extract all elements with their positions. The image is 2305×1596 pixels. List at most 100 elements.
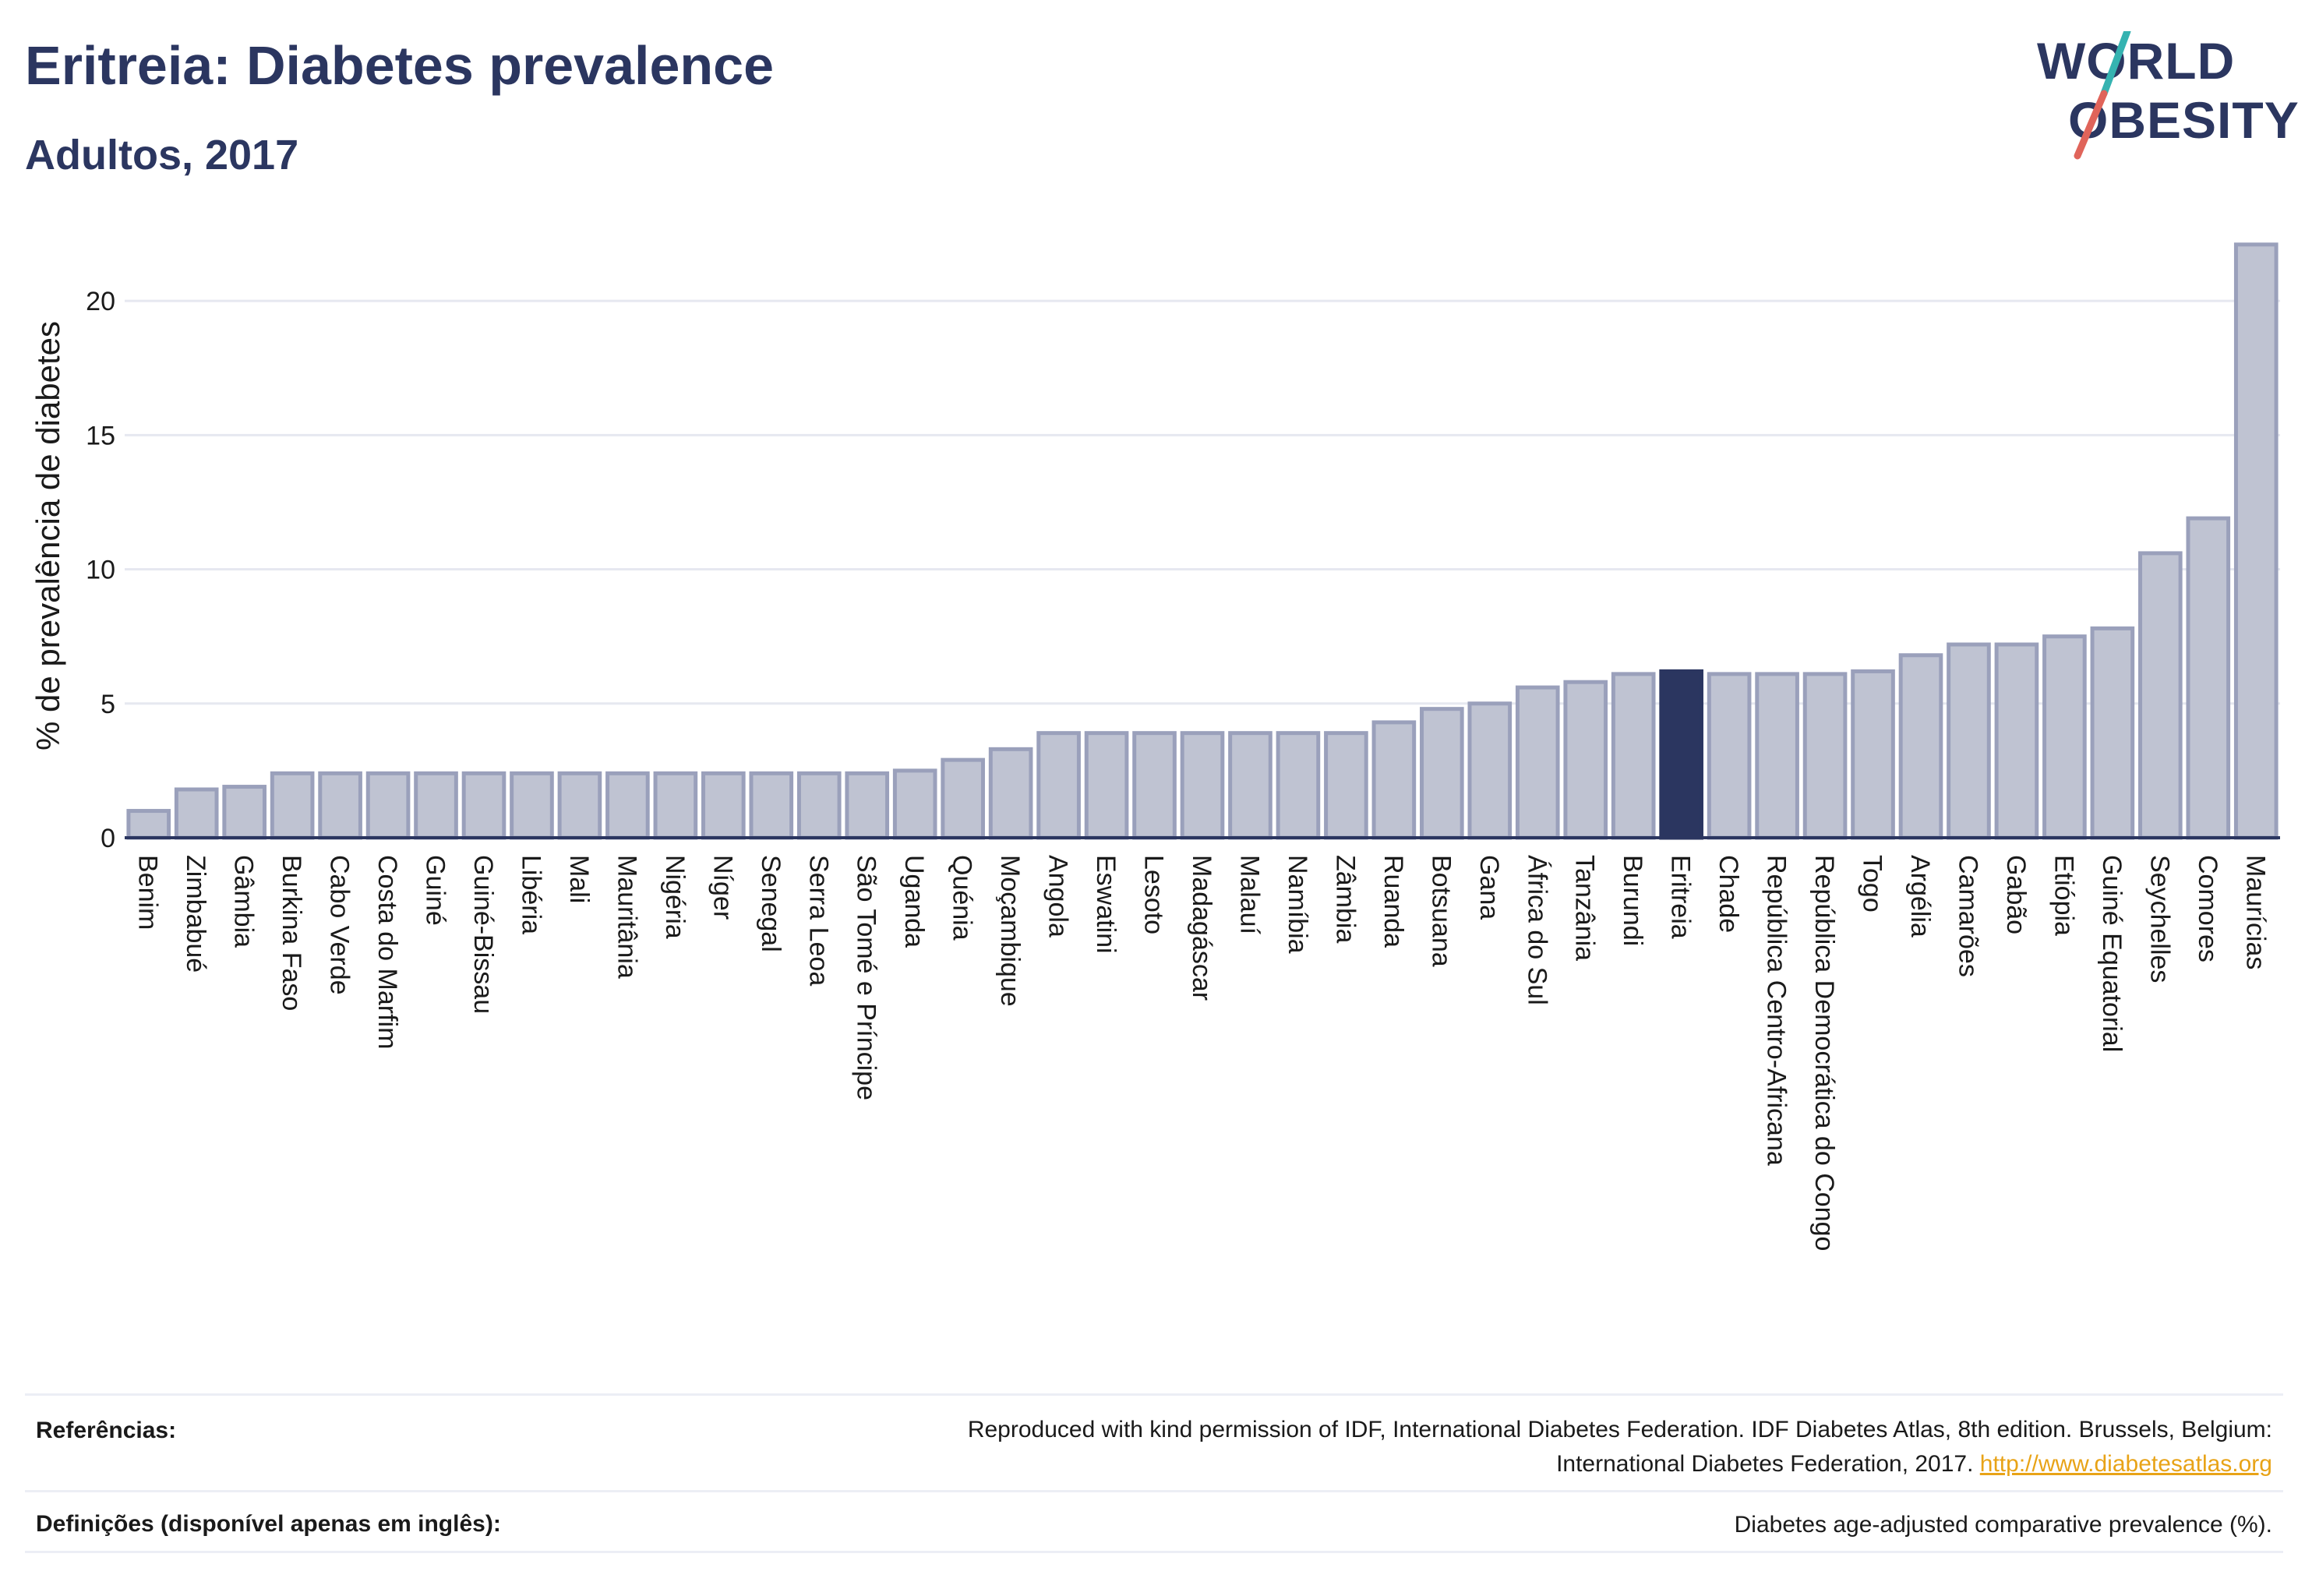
bar [1994, 642, 2039, 840]
x-tick-label: Ruanda [1378, 855, 1408, 948]
bar [414, 771, 458, 840]
logo-slash-icon [2074, 31, 2131, 160]
x-tick-label: Madagáscar [1187, 855, 1216, 1001]
bar [701, 771, 746, 840]
bar [1228, 731, 1273, 840]
x-tick-label: Cabo Verde [325, 855, 355, 995]
bar [845, 771, 890, 840]
x-tick-label: Malauí [1234, 855, 1264, 935]
bar [1180, 731, 1225, 840]
bar [1898, 653, 1943, 840]
diabetes-atlas-link[interactable]: http://www.diabetesatlas.org [1979, 1451, 2272, 1477]
x-tick-label: Benim [133, 855, 163, 930]
x-tick-label: Maurícias [2240, 855, 2270, 969]
references-row: Referências: Reproduced with kind permis… [25, 1393, 2283, 1492]
bar [1947, 642, 1991, 840]
bar [941, 757, 985, 840]
bar-chart: 0 5 10 15 20 Benim Zimbabué Gâmbia Burkina Faso… [30, 242, 2280, 1251]
bar [2186, 516, 2231, 840]
bar-highlighted [1659, 669, 1703, 840]
x-tick-label: Namíbia [1283, 855, 1312, 954]
x-tick-label: República Centro-Africana [1762, 855, 1791, 1166]
y-tick-label: 0 [101, 824, 115, 853]
definitions-label: Definições (disponível apenas em inglês)… [36, 1511, 501, 1537]
bar [1132, 731, 1177, 840]
bar [2090, 626, 2135, 840]
x-tick-label: Eswatini [1091, 855, 1121, 954]
bar [174, 787, 219, 840]
bar [1467, 701, 1513, 840]
bar [318, 771, 362, 840]
bar [270, 771, 315, 840]
x-tick-label: Zimbabué [181, 855, 210, 973]
logo-line-1: WORLD [2037, 32, 2236, 90]
bar [605, 771, 650, 840]
x-tick-label: Camarões [1953, 855, 1982, 977]
x-tick-label: Argélia [1905, 855, 1935, 937]
bar [1420, 707, 1464, 840]
y-tick-label: 10 [86, 556, 115, 585]
bar [1851, 669, 1895, 840]
bar [2042, 634, 2087, 840]
y-tick-label: 5 [101, 690, 115, 719]
x-tick-labels: Benim Zimbabué Gâmbia Burkina Faso Cabo Verd… [133, 855, 2271, 1251]
bar [796, 771, 842, 840]
page-title: Eritreia: Diabetes prevalence [25, 35, 775, 96]
y-tick-labels: 0 5 10 15 20 [86, 287, 115, 853]
x-tick-label: Mauritânia [612, 855, 641, 979]
x-tick-label: República Democrática do Congo [1809, 855, 1839, 1251]
bar [2233, 242, 2279, 840]
references-label: Referências: [36, 1418, 177, 1443]
bars [126, 242, 2279, 840]
x-tick-label: Comores [2193, 855, 2222, 962]
world-obesity-logo: WORLD OBESITY [2034, 31, 2299, 164]
bar [1802, 672, 1848, 840]
x-tick-label: Angola [1043, 855, 1073, 937]
x-tick-label: Tanzânia [1570, 855, 1600, 961]
references-text-line-2-text: International Diabetes Federation, 2017. [1556, 1451, 1974, 1477]
x-tick-label: Burundi [1618, 855, 1647, 946]
y-tick-label: 20 [86, 287, 115, 316]
x-tick-label: Burkina Faso [277, 855, 306, 1011]
x-tick-label: Guiné Equatorial [2097, 855, 2127, 1052]
bar [510, 771, 554, 840]
x-tick-label: Uganda [899, 855, 929, 948]
x-tick-label: África do Sul [1522, 855, 1551, 1005]
bar [1276, 731, 1321, 840]
x-tick-label: Nigéria [660, 855, 690, 939]
x-tick-label: Zâmbia [1330, 855, 1360, 943]
x-tick-label: Seychelles [2144, 855, 2174, 983]
x-tick-label: Togo [1858, 855, 1887, 913]
definitions-row: Definições (disponível apenas em inglês)… [25, 1490, 2283, 1553]
x-tick-label: Eritreia [1666, 855, 1696, 939]
bar [1324, 731, 1368, 840]
x-tick-label: Chade [1714, 855, 1743, 933]
x-tick-label: Moçambique [995, 855, 1025, 1007]
bar [1755, 672, 1799, 840]
bar [1036, 731, 1081, 840]
x-tick-label: Botsuana [1426, 855, 1456, 967]
bar [557, 771, 602, 840]
x-tick-label: Níger [708, 855, 737, 920]
bar [749, 771, 794, 840]
x-tick-label: Costa do Marfim [372, 855, 402, 1049]
bar [892, 768, 937, 840]
definitions-text: Diabetes age-adjusted comparative preval… [1734, 1512, 2272, 1538]
x-tick-label: Libéria [516, 855, 545, 934]
bar [2138, 551, 2183, 840]
x-tick-label: Senegal [756, 855, 785, 952]
y-axis-label: % de prevalência de diabetes [30, 321, 66, 750]
bar [1371, 720, 1417, 840]
bar [126, 809, 171, 840]
x-tick-label: Gâmbia [229, 855, 259, 948]
bar [222, 785, 267, 840]
x-tick-label: Guiné-Bissau [468, 855, 498, 1014]
references-text-line-1: Reproduced with kind permission of IDF, … [967, 1417, 2272, 1442]
bar [988, 747, 1033, 840]
x-tick-label: Serra Leoa [803, 855, 833, 986]
bar [653, 771, 698, 840]
x-tick-label: Mali [564, 855, 594, 903]
bar [365, 771, 411, 840]
x-tick-label: Quénia [948, 855, 977, 941]
x-tick-label: Lesoto [1139, 855, 1169, 934]
